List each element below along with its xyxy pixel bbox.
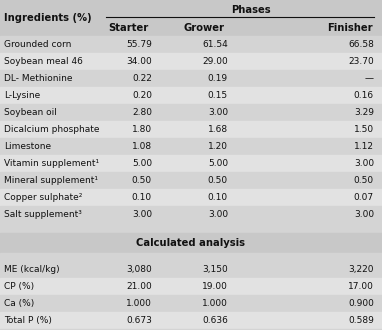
Text: 21.00: 21.00	[126, 282, 152, 291]
Text: 1.12: 1.12	[354, 142, 374, 151]
Text: Starter: Starter	[108, 23, 148, 33]
Text: 0.10: 0.10	[132, 193, 152, 202]
Text: 0.07: 0.07	[354, 193, 374, 202]
Text: Ingredients (%): Ingredients (%)	[4, 13, 92, 23]
Text: Grower: Grower	[183, 23, 225, 33]
Bar	[0, 87, 382, 104]
Bar	[0, 155, 382, 172]
Bar	[0, 36, 382, 53]
Text: 2.80: 2.80	[132, 108, 152, 117]
Text: 3.00: 3.00	[132, 210, 152, 219]
Text: 1.80: 1.80	[132, 125, 152, 134]
Text: 55.79: 55.79	[126, 40, 152, 49]
Text: 3,220: 3,220	[348, 265, 374, 274]
Text: 23.70: 23.70	[348, 57, 374, 66]
Text: 3,080: 3,080	[126, 265, 152, 274]
Text: Calculated analysis: Calculated analysis	[136, 238, 246, 248]
Bar	[0, 233, 382, 253]
Bar	[0, 223, 382, 233]
Text: 0.900: 0.900	[348, 299, 374, 308]
Text: Copper sulphate²: Copper sulphate²	[4, 193, 83, 202]
Bar	[0, 53, 382, 70]
Text: 17.00: 17.00	[348, 282, 374, 291]
Text: 3.00: 3.00	[354, 210, 374, 219]
Bar	[0, 329, 382, 330]
Text: 0.50: 0.50	[132, 176, 152, 185]
Text: 0.22: 0.22	[132, 74, 152, 83]
Text: L-Lysine: L-Lysine	[4, 91, 40, 100]
Bar	[0, 0, 382, 36]
Bar	[0, 278, 382, 295]
Text: 0.20: 0.20	[132, 91, 152, 100]
Text: CP (%): CP (%)	[4, 282, 34, 291]
Text: Grounded corn: Grounded corn	[4, 40, 71, 49]
Text: —: —	[365, 74, 374, 83]
Text: ME (kcal/kg): ME (kcal/kg)	[4, 265, 60, 274]
Text: 0.589: 0.589	[348, 316, 374, 325]
Text: 3.29: 3.29	[354, 108, 374, 117]
Bar	[0, 206, 382, 223]
Text: 1.20: 1.20	[208, 142, 228, 151]
Text: 1.000: 1.000	[126, 299, 152, 308]
Text: 5.00: 5.00	[208, 159, 228, 168]
Text: 1.68: 1.68	[208, 125, 228, 134]
Text: Vitamin supplement¹: Vitamin supplement¹	[4, 159, 99, 168]
Text: 3.00: 3.00	[208, 210, 228, 219]
Bar	[0, 253, 382, 261]
Text: 19.00: 19.00	[202, 282, 228, 291]
Text: 0.10: 0.10	[208, 193, 228, 202]
Bar	[0, 189, 382, 206]
Text: 0.636: 0.636	[202, 316, 228, 325]
Text: 1.08: 1.08	[132, 142, 152, 151]
Text: Ca (%): Ca (%)	[4, 299, 34, 308]
Text: 34.00: 34.00	[126, 57, 152, 66]
Text: Soybean meal 46: Soybean meal 46	[4, 57, 83, 66]
Bar	[0, 312, 382, 329]
Bar	[0, 138, 382, 155]
Text: 5.00: 5.00	[132, 159, 152, 168]
Bar	[0, 70, 382, 87]
Text: 0.50: 0.50	[354, 176, 374, 185]
Text: 0.19: 0.19	[208, 74, 228, 83]
Text: 1.000: 1.000	[202, 299, 228, 308]
Bar	[0, 261, 382, 278]
Text: Dicalcium phosphate: Dicalcium phosphate	[4, 125, 99, 134]
Text: 0.50: 0.50	[208, 176, 228, 185]
Bar	[0, 121, 382, 138]
Text: 1.50: 1.50	[354, 125, 374, 134]
Text: 29.00: 29.00	[202, 57, 228, 66]
Text: Mineral supplement¹: Mineral supplement¹	[4, 176, 98, 185]
Text: DL- Methionine: DL- Methionine	[4, 74, 73, 83]
Text: 0.15: 0.15	[208, 91, 228, 100]
Text: Soybean oil: Soybean oil	[4, 108, 57, 117]
Text: Phases: Phases	[231, 5, 271, 15]
Text: 3,150: 3,150	[202, 265, 228, 274]
Text: Limestone: Limestone	[4, 142, 51, 151]
Text: Salt supplement³: Salt supplement³	[4, 210, 82, 219]
Bar	[0, 295, 382, 312]
Text: 61.54: 61.54	[202, 40, 228, 49]
Text: Total P (%): Total P (%)	[4, 316, 52, 325]
Text: Finisher: Finisher	[327, 23, 373, 33]
Bar	[0, 104, 382, 121]
Text: 0.673: 0.673	[126, 316, 152, 325]
Bar	[0, 172, 382, 189]
Text: 3.00: 3.00	[208, 108, 228, 117]
Text: 66.58: 66.58	[348, 40, 374, 49]
Text: 3.00: 3.00	[354, 159, 374, 168]
Text: 0.16: 0.16	[354, 91, 374, 100]
